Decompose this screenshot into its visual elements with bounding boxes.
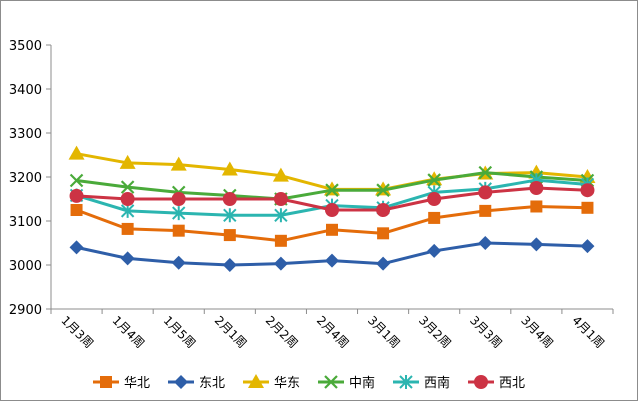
data-point bbox=[121, 222, 134, 235]
data-point bbox=[325, 183, 339, 197]
data-point bbox=[274, 208, 288, 223]
series-1 bbox=[70, 200, 594, 247]
data-point bbox=[478, 165, 493, 180]
data-point bbox=[170, 156, 187, 171]
data-point bbox=[529, 181, 544, 195]
data-point bbox=[580, 239, 595, 254]
data-point bbox=[427, 192, 442, 206]
legend-marker bbox=[399, 375, 413, 389]
data-point bbox=[222, 192, 237, 206]
data-point bbox=[375, 181, 392, 196]
legend-marker bbox=[474, 375, 488, 389]
data-point bbox=[529, 237, 544, 252]
y-tick-label: 2900 bbox=[9, 303, 42, 318]
data-point bbox=[478, 236, 493, 250]
data-point bbox=[171, 255, 186, 270]
series-group bbox=[68, 145, 596, 272]
data-point bbox=[581, 201, 594, 214]
data-point bbox=[273, 256, 288, 271]
axes bbox=[46, 44, 614, 314]
data-point bbox=[427, 243, 442, 258]
legend-label: 华北 bbox=[124, 376, 150, 391]
x-tick-label: 3月3周 bbox=[467, 313, 505, 351]
data-point bbox=[478, 185, 493, 200]
data-point bbox=[69, 188, 84, 203]
legend-marker bbox=[324, 375, 338, 389]
data-point bbox=[377, 227, 390, 240]
legend-item: 华北 bbox=[93, 376, 150, 391]
series-6 bbox=[69, 181, 595, 217]
series-2 bbox=[69, 236, 595, 272]
data-point bbox=[326, 223, 338, 236]
legend-item: 中南 bbox=[318, 375, 375, 391]
data-point bbox=[530, 200, 543, 213]
x-tick-label: 3月4周 bbox=[518, 313, 556, 351]
data-point bbox=[580, 183, 595, 198]
y-tick-label: 3400 bbox=[9, 83, 42, 98]
data-point bbox=[68, 145, 85, 160]
y-tick-label: 3100 bbox=[9, 215, 42, 230]
data-point bbox=[223, 229, 236, 242]
data-point bbox=[376, 183, 390, 197]
data-point bbox=[428, 211, 441, 224]
legend-label: 西南 bbox=[424, 375, 450, 391]
data-point bbox=[272, 167, 289, 182]
x-tick-label: 2月1周 bbox=[212, 313, 250, 351]
y-tick-label: 3000 bbox=[9, 259, 42, 274]
data-point bbox=[70, 204, 83, 216]
data-point bbox=[325, 203, 339, 217]
x-tick-label: 3月2周 bbox=[416, 313, 454, 351]
x-tick-label: 3月1周 bbox=[365, 313, 403, 351]
legend-marker bbox=[174, 375, 188, 389]
legend-label: 西北 bbox=[499, 376, 525, 391]
data-point bbox=[479, 204, 492, 217]
legend-label: 华东 bbox=[274, 376, 300, 391]
data-point bbox=[171, 192, 186, 206]
data-point bbox=[221, 161, 238, 176]
data-point bbox=[376, 203, 391, 217]
legend-item: 华东 bbox=[243, 374, 300, 391]
data-point bbox=[119, 154, 136, 169]
x-tick-label: 1月4周 bbox=[110, 313, 148, 351]
data-point bbox=[120, 180, 135, 194]
legend-label: 东北 bbox=[199, 376, 225, 391]
legend-marker bbox=[100, 376, 112, 388]
data-point bbox=[274, 234, 287, 247]
x-tick-label: 1月5周 bbox=[161, 313, 199, 351]
y-tick-labels: 2900 3000 3100 3200 3300 3400 3500 bbox=[9, 39, 42, 318]
x-tick-labels: 1月3周 1月4周 1月5周 2月1周 2月2周 2月4周 3月1周 3月2周 3月3周 3月4周… bbox=[58, 313, 607, 351]
y-tick-label: 3300 bbox=[9, 127, 42, 142]
data-point bbox=[427, 173, 441, 187]
data-point bbox=[273, 192, 288, 206]
x-tick-label: 4月1周 bbox=[569, 313, 607, 351]
y-tick-label: 3500 bbox=[9, 39, 42, 54]
data-point bbox=[172, 224, 185, 237]
legend-item: 西北 bbox=[468, 375, 525, 391]
data-point bbox=[376, 256, 391, 271]
legend-item: 西南 bbox=[393, 375, 450, 391]
x-tick-label: 2月4周 bbox=[314, 313, 352, 351]
x-tick-label: 2月2周 bbox=[263, 313, 301, 351]
data-point bbox=[222, 258, 237, 272]
data-point bbox=[69, 173, 84, 188]
legend: 华北 东北 华东 中南 西南 西北 bbox=[93, 374, 525, 391]
data-point bbox=[120, 192, 135, 206]
data-point bbox=[120, 203, 135, 218]
data-point bbox=[223, 208, 237, 223]
legend-marker bbox=[248, 374, 264, 388]
legend-item: 东北 bbox=[168, 375, 225, 391]
data-point bbox=[325, 253, 339, 268]
data-point bbox=[120, 251, 135, 266]
data-point bbox=[172, 206, 186, 221]
x-tick-label: 1月3周 bbox=[58, 313, 96, 351]
legend-label: 中南 bbox=[349, 375, 375, 391]
data-point bbox=[69, 240, 84, 255]
y-tick-label: 3200 bbox=[9, 171, 42, 186]
